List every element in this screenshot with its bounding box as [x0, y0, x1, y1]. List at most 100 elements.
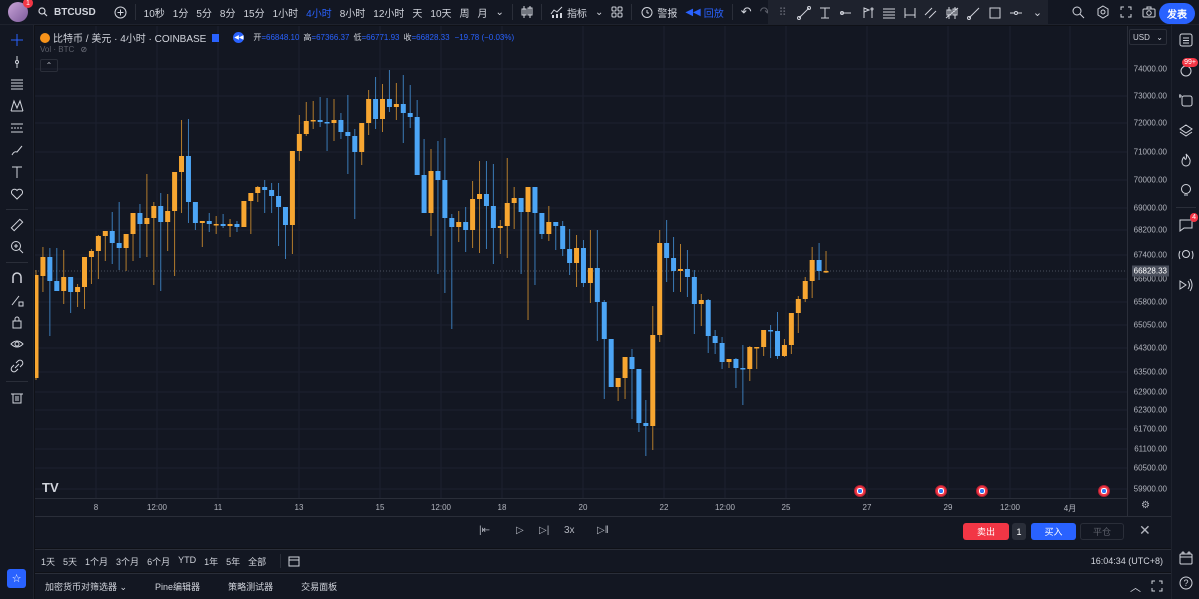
calendar-button[interactable]: [1172, 543, 1199, 573]
interval-dropdown[interactable]: ⌄: [495, 6, 504, 18]
jump-to-realtime-button[interactable]: ▷‖: [597, 525, 609, 536]
us-flag-event-icon[interactable]: [976, 485, 988, 497]
text-cursor-tool[interactable]: [814, 2, 835, 24]
time-axis[interactable]: 8 12:00 11 13 15 12:00 18 20 22 12:00 25 27 29 12:00 4…: [35, 498, 1127, 516]
pattern-tool[interactable]: [942, 2, 963, 24]
add-list-button[interactable]: [1172, 85, 1199, 115]
watchlist-star-button[interactable]: ☆: [7, 569, 26, 588]
currency-select[interactable]: USD ⌄: [1129, 29, 1167, 45]
chart-type-button[interactable]: [517, 0, 537, 25]
range-7[interactable]: 5年: [226, 556, 241, 567]
drag-handle-icon[interactable]: ⠿: [778, 7, 787, 19]
goto-date-button[interactable]: [287, 554, 301, 568]
symbol-search[interactable]: BTCUSD: [34, 0, 100, 25]
rectangle-tool[interactable]: [984, 2, 1005, 24]
close-position-button[interactable]: 平仓: [1080, 523, 1124, 540]
interval-3[interactable]: 8分: [219, 8, 236, 20]
trend-line-tool[interactable]: [793, 2, 814, 24]
lock-all-tool[interactable]: [0, 311, 34, 333]
publish-button[interactable]: 发表: [1159, 3, 1195, 24]
sync-drawings-tool[interactable]: [0, 355, 34, 377]
indicators-dropdown[interactable]: ⌄: [594, 6, 604, 18]
select-bar-button[interactable]: |⇤: [479, 525, 490, 536]
flag-marker-icon[interactable]: [212, 33, 220, 42]
horizontal-segment-tool[interactable]: [1006, 2, 1027, 24]
speed-button[interactable]: 3x: [564, 525, 575, 536]
interval-7[interactable]: 8小时: [339, 8, 366, 20]
range-5[interactable]: YTD: [178, 554, 197, 565]
date-range-tool[interactable]: [899, 2, 920, 24]
expand-panel-button[interactable]: ︿: [1130, 579, 1141, 595]
parallel-lines-tool[interactable]: [878, 2, 899, 24]
tradingview-logo[interactable]: TV: [42, 480, 59, 495]
settings-button[interactable]: [1092, 0, 1114, 25]
interval-6[interactable]: 4小时: [306, 8, 332, 20]
layouts-button[interactable]: [607, 0, 627, 25]
watchlist-button[interactable]: [1172, 25, 1199, 55]
forecast-tool[interactable]: [0, 117, 34, 139]
undo-button[interactable]: ↶: [737, 0, 756, 25]
bottom-tab-0[interactable]: 加密货币对筛选器 ⌄: [45, 582, 128, 592]
flag-tool[interactable]: [857, 2, 878, 24]
clock-timezone[interactable]: 16:04:34 (UTC+8): [1090, 556, 1163, 566]
interval-9[interactable]: 天: [412, 8, 423, 20]
volume-legend[interactable]: Vol · BTC ⊘: [40, 45, 87, 54]
pattern-xabcd-tool[interactable]: [0, 95, 34, 117]
price-axis[interactable]: 74000.00 73000.00 72000.00 71000.00 70000.00…: [1127, 26, 1171, 516]
streams-button[interactable]: [1172, 240, 1199, 270]
bottom-tab-2[interactable]: 策略测试器: [228, 582, 274, 592]
ray-tool[interactable]: [963, 2, 984, 24]
chart-pane[interactable]: [35, 26, 1127, 498]
range-4[interactable]: 6个月: [147, 556, 171, 567]
alert-button[interactable]: 警报: [636, 0, 681, 25]
bottom-tab-1[interactable]: Pine编辑器: [155, 582, 201, 592]
interval-4[interactable]: 15分: [243, 8, 265, 20]
range-2[interactable]: 1个月: [85, 556, 109, 567]
avatar[interactable]: 1: [8, 0, 33, 22]
interval-2[interactable]: 5分: [196, 8, 212, 20]
hide-drawings-tool[interactable]: [0, 333, 34, 355]
hotlists-button[interactable]: [1172, 145, 1199, 175]
text-tool[interactable]: [0, 161, 34, 183]
help-button[interactable]: ?: [1172, 568, 1199, 598]
bottom-tab-3[interactable]: 交易面板: [301, 582, 338, 592]
sell-button[interactable]: 卖出: [963, 523, 1009, 540]
remove-drawings-tool[interactable]: [0, 386, 34, 408]
range-1[interactable]: 5天: [63, 556, 78, 567]
interval-1[interactable]: 1分: [172, 8, 189, 20]
us-flag-event-icon[interactable]: [1098, 485, 1110, 497]
interval-12[interactable]: 月: [477, 8, 488, 20]
range-8[interactable]: 全部: [248, 556, 267, 567]
crosshair-tool[interactable]: [0, 29, 34, 51]
compare-symbol-button[interactable]: [110, 0, 131, 25]
drawing-toolbar-dropdown[interactable]: ⌄: [1032, 7, 1043, 19]
range-3[interactable]: 3个月: [116, 556, 140, 567]
snapshot-button[interactable]: [1138, 0, 1160, 25]
eye-hidden-icon[interactable]: ⊘: [80, 45, 88, 54]
interval-11[interactable]: 周: [459, 8, 470, 20]
ideas-button[interactable]: [1172, 175, 1199, 205]
interval-0[interactable]: 10秒: [143, 8, 165, 20]
object-tree-button[interactable]: [1067, 0, 1089, 25]
us-flag-event-icon[interactable]: [854, 485, 866, 497]
lock-drawing-tool[interactable]: [0, 289, 34, 311]
trendline-tool[interactable]: [0, 51, 34, 73]
replay-button[interactable]: ◀◀ 回放: [681, 0, 727, 25]
redo-button[interactable]: ↷: [756, 0, 775, 25]
alerts-button[interactable]: 99+: [1172, 55, 1199, 85]
brush-tool[interactable]: [0, 139, 34, 161]
fib-tool[interactable]: [0, 73, 34, 95]
magnet-tool[interactable]: [0, 267, 34, 289]
axis-settings-button[interactable]: ⚙: [1141, 500, 1150, 511]
us-flag-event-icon[interactable]: [935, 485, 947, 497]
play-button[interactable]: ▷: [516, 525, 524, 536]
news-button[interactable]: [1172, 270, 1199, 300]
zoom-tool[interactable]: [0, 236, 34, 258]
interval-10[interactable]: 10天: [430, 8, 452, 20]
range-6[interactable]: 1年: [204, 556, 219, 567]
indicators-button[interactable]: 指标: [546, 0, 591, 25]
chat-button[interactable]: 4: [1172, 210, 1199, 240]
quantity-field[interactable]: 1: [1012, 523, 1026, 540]
channel-tool[interactable]: [921, 2, 942, 24]
buy-button[interactable]: 买入: [1031, 523, 1076, 540]
